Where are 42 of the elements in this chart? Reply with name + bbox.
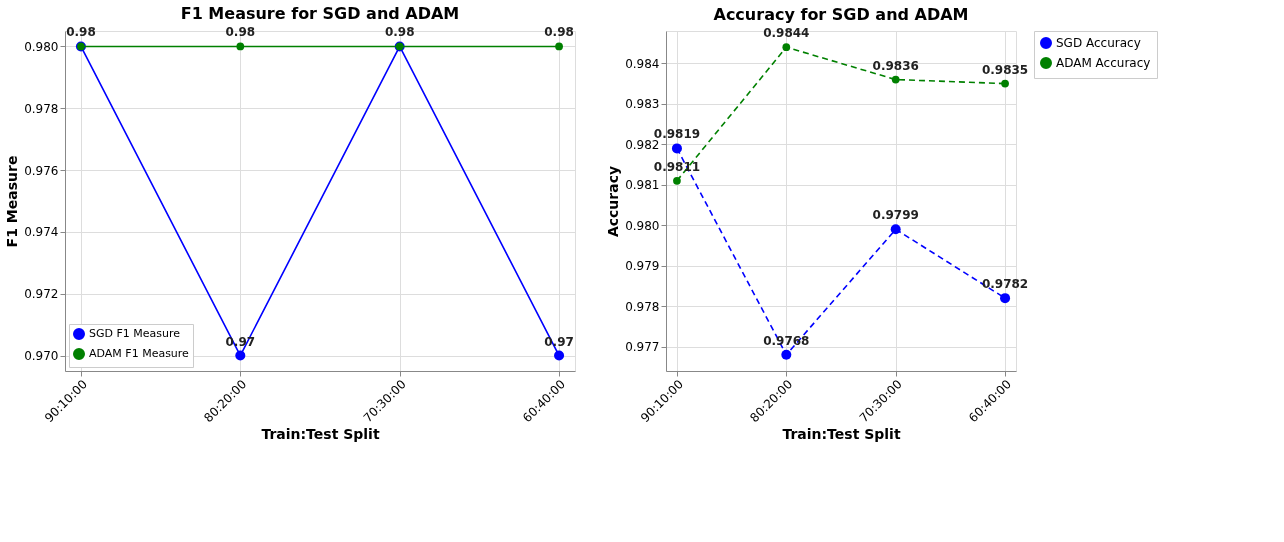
y-tick-label: 0.977 xyxy=(625,340,660,355)
y-tick-label: 0.980 xyxy=(625,218,660,233)
y-tick-label: 0.978 xyxy=(24,101,59,116)
y-tick-label: 0.976 xyxy=(24,163,59,178)
data-label: 0.9836 xyxy=(872,58,919,73)
chart-title: Accuracy for SGD and ADAM xyxy=(713,5,969,25)
data-label: 0.9844 xyxy=(763,26,810,41)
y-tick-label: 0.970 xyxy=(24,349,59,364)
point xyxy=(1001,79,1009,88)
legend-label: ADAM F1 Measure xyxy=(89,347,190,360)
point xyxy=(890,224,901,235)
y-tick-label: 0.979 xyxy=(625,259,660,274)
data-label: 0.98 xyxy=(384,25,415,40)
x-axis-title: Train:Test Split xyxy=(782,426,901,443)
data-label: 0.9799 xyxy=(872,208,919,223)
chart-title: F1 Measure for SGD and ADAM xyxy=(180,4,460,24)
y-tick-label: 0.981 xyxy=(625,178,660,193)
point xyxy=(1000,293,1011,304)
point xyxy=(781,349,792,360)
legend-label: SGD F1 Measure xyxy=(89,327,181,340)
data-label: 0.9835 xyxy=(981,62,1029,77)
y-tick-label: 0.982 xyxy=(625,137,660,152)
y-tick-label: 0.984 xyxy=(625,56,660,71)
point xyxy=(671,143,682,154)
data-label: 0.98 xyxy=(544,25,574,40)
y-tick-label: 0.978 xyxy=(625,299,660,314)
point xyxy=(673,176,681,185)
data-label: 0.98 xyxy=(66,25,96,40)
data-label: 0.9782 xyxy=(981,277,1029,292)
y-tick-label: 0.983 xyxy=(625,97,660,112)
y-tick-label: 0.972 xyxy=(24,287,59,302)
legend-label: SGD Accuracy xyxy=(1056,36,1141,50)
point xyxy=(782,43,791,52)
y-axis-title: Accuracy xyxy=(605,165,622,238)
data-label: 0.9811 xyxy=(653,159,701,174)
y-tick-label: 0.980 xyxy=(24,39,59,54)
point xyxy=(891,75,900,84)
x-axis-title: Train:Test Split xyxy=(261,426,380,443)
legend-label: ADAM Accuracy xyxy=(1056,56,1151,70)
data-label: 0.98 xyxy=(225,25,256,40)
y-axis-title: F1 Measure xyxy=(4,155,21,248)
y-tick-label: 0.974 xyxy=(24,225,59,240)
